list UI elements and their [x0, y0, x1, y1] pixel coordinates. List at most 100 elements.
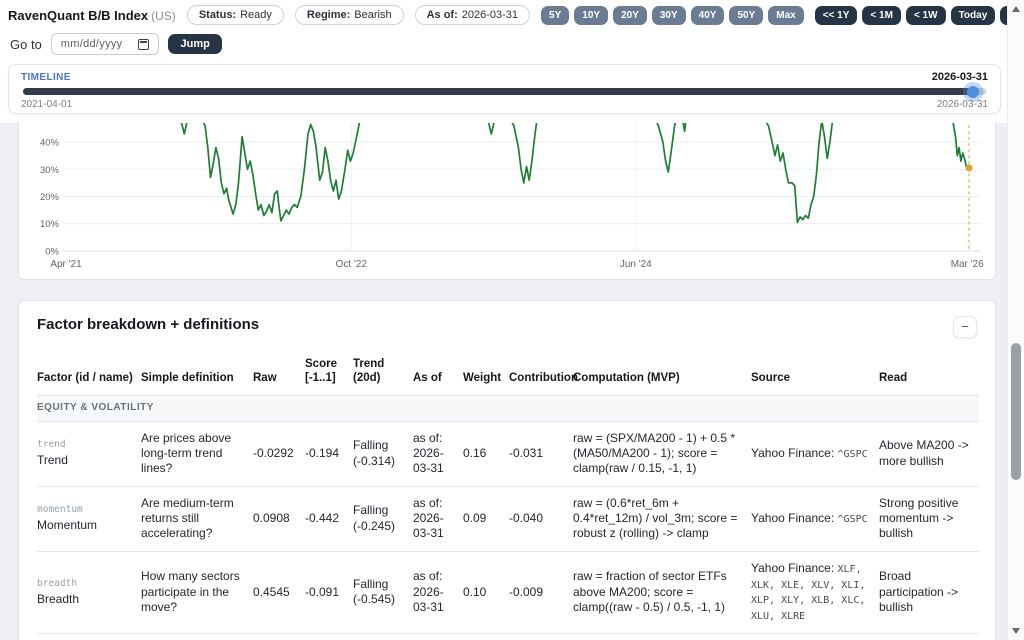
collapse-panel-button[interactable]: − — [953, 316, 977, 338]
badge-regime: Regime: Bearish — [294, 5, 404, 25]
jump-button[interactable]: Jump — [168, 34, 222, 54]
timeline-current-date: 2026-03-31 — [931, 71, 988, 83]
timeline-slider-thumb[interactable] — [966, 85, 979, 98]
factor-cell-idname: breadth Breadth — [37, 550, 141, 634]
status-badges: Status: Ready Regime: Bearish As of: 2026-03-… — [186, 5, 531, 25]
factor-cell-source: Yahoo Finance: XLF, XLK, XLE, XLV, XLI, … — [751, 550, 879, 634]
app-title: RavenQuant B/B Index (US) — [8, 8, 176, 23]
vertical-scrollbar[interactable] — [1007, 0, 1024, 640]
svg-text:20%: 20% — [40, 192, 60, 203]
range-button-20y[interactable]: 20Y — [613, 5, 647, 25]
svg-text:Jun '24: Jun '24 — [620, 259, 652, 270]
factor-cell-idname: vix_stressVIX stress — [37, 632, 141, 640]
timeline-label: TIMELINE — [21, 71, 71, 83]
factor-id: trend — [37, 438, 66, 450]
nav-button-1m[interactable]: < 1M — [862, 5, 901, 25]
factor-cell-weight: 0.10 — [463, 550, 509, 634]
factor-name: Trend — [37, 452, 68, 467]
goto-date-input[interactable]: mm/dd/yyyy — [50, 33, 160, 55]
factor-cell-definition: Are medium-term returns still accelerati… — [141, 485, 253, 552]
badge-label: Regime: — [306, 9, 351, 21]
factor-cell-computation: raw = (0.6*ret_6m + 0.4*ret_12m) / vol_3… — [573, 485, 751, 552]
range-button-5y[interactable]: 5Y — [541, 5, 570, 25]
nav-button-today[interactable]: Today — [950, 5, 996, 25]
factor-name: Momentum — [37, 518, 98, 533]
factor-cell-read: High fear -> bearish — [879, 632, 979, 640]
section-label: EQUITY & VOLATILITY — [37, 394, 979, 422]
factor-row-trend: trend Trend Are prices above long-term tre… — [37, 420, 979, 487]
page-content: Apr '21 Oct '22 Jun '24 Mar '26 0% 10% 20% 30% 4… — [0, 123, 1007, 640]
range-button-30y[interactable]: 30Y — [651, 5, 686, 25]
factor-cell-idname: momentum Momentum — [37, 485, 141, 552]
range-button-10y[interactable]: 10Y — [574, 5, 609, 25]
svg-text:10%: 10% — [40, 219, 60, 230]
range-button-max[interactable]: Max — [768, 5, 804, 25]
factor-name: Breadth — [37, 591, 80, 606]
factor-cell-trend: Falling (-0.545) — [353, 550, 413, 634]
source-tickers: ^GSPC — [837, 448, 868, 460]
factor-cell-computation: raw = VIX; score = -robust z(VIX) — [573, 632, 751, 640]
column-header-simple: Simple definition — [141, 372, 234, 385]
svg-text:Mar '26: Mar '26 — [951, 259, 984, 270]
factor-cell-definition: How many sectors participate in the move… — [141, 550, 253, 634]
column-header-factor: Factor (id / name) — [37, 372, 133, 385]
nav-button-1w[interactable]: < 1W — [905, 5, 946, 25]
source-tickers: XLF, XLK, XLE, XLV, XLI, XLP, XLY, XLB, … — [751, 563, 866, 623]
column-header-raw: Raw — [253, 372, 277, 385]
nav-button-1y[interactable]: << 1Y — [814, 5, 858, 25]
factor-cell-source: Yahoo Finance: ^GSPC — [751, 420, 879, 487]
scrollbar-thumb[interactable] — [1011, 343, 1021, 480]
factor-cell-computation: raw = (SPX/MA200 - 1) + 0.5 * (MA50/MA20… — [573, 420, 751, 487]
svg-text:Apr '21: Apr '21 — [50, 259, 82, 270]
factor-id: breadth — [37, 577, 78, 589]
column-header-read: Read — [879, 372, 908, 385]
badge-asof: As of: 2026-03-31 — [414, 5, 531, 25]
svg-text:Oct '22: Oct '22 — [336, 259, 368, 270]
column-header-as: As of — [413, 372, 442, 385]
range-button-50y[interactable]: 50Y — [729, 5, 764, 25]
range-button-group: 5Y 10Y 20Y 30Y 40Y 50Y Max — [541, 5, 804, 25]
factor-row-vix_stress: vix_stressVIX stressIs options-implied f… — [37, 632, 979, 640]
factor-cell-idname: trend Trend — [37, 420, 141, 487]
column-header-computation: Computation (MVP) — [573, 372, 680, 385]
calendar-icon[interactable] — [138, 38, 150, 50]
badge-value: 2026-03-31 — [461, 9, 519, 21]
factor-cell-read: Broad participation -> bullish — [879, 550, 979, 634]
factor-cell-weight: 0.09 — [463, 485, 509, 552]
factor-cell-raw: 0.0908 — [253, 485, 305, 552]
timeline-start-date: 2021-04-01 — [21, 99, 73, 110]
scrollbar-up-icon[interactable] — [1012, 6, 1020, 12]
index-line-chart[interactable]: Apr '21 Oct '22 Jun '24 Mar '26 0% 10% 20% 30% 4… — [19, 123, 995, 279]
factor-cell-weight: 0.16 — [463, 420, 509, 487]
badge-value: Ready — [240, 9, 272, 21]
factor-cell-asof: as of: 2026-03-31 — [413, 485, 463, 552]
index-chart-card: Apr '21 Oct '22 Jun '24 Mar '26 0% 10% 20% 30% 4… — [18, 123, 996, 280]
factor-cell-definition: Is options-implied fear elevated? — [141, 632, 253, 640]
factor-cell-score: -1.000 — [305, 632, 353, 640]
nav-button-1w[interactable]: 1W > — [1000, 5, 1007, 25]
range-button-40y[interactable]: 40Y — [690, 5, 725, 25]
factor-cell-source: Yahoo Finance: ^VIX — [751, 632, 879, 640]
timeline-panel: TIMELINE 2026-03-31 2021-04-01 2026-03-3… — [8, 64, 1001, 114]
index-series-line — [180, 123, 970, 224]
factor-cell-contribution: -0.009 — [509, 550, 573, 634]
source-tickers: ^GSPC — [837, 513, 868, 525]
badge-value: Bearish — [354, 9, 392, 21]
factor-table-header: Factor (id / name) Simple definition Raw Sc… — [37, 353, 979, 395]
svg-text:40%: 40% — [40, 138, 60, 149]
timeline-slider[interactable] — [23, 85, 986, 98]
app-title-text: RavenQuant B/B Index — [8, 7, 149, 23]
scrollbar-down-icon[interactable] — [1012, 628, 1020, 634]
svg-text:0%: 0% — [45, 246, 59, 257]
factor-cell-score: -0.442 — [305, 485, 353, 552]
factor-cell-asof: as of: 2026-03-31 — [413, 632, 463, 640]
factor-cell-trend: Flat (+0.000) — [353, 632, 413, 640]
badge-label: Status: — [198, 9, 237, 21]
factor-cell-trend: Falling (-0.245) — [353, 485, 413, 552]
factor-id: momentum — [37, 503, 83, 515]
factor-cell-trend: Falling (-0.314) — [353, 420, 413, 487]
app-title-suffix: (US) — [151, 8, 176, 23]
factor-cell-raw: 25.2500 — [253, 632, 305, 640]
header-row: RavenQuant B/B Index (US) Status: Ready Reg… — [8, 5, 1007, 25]
column-header-contribution: Contribution — [509, 372, 578, 385]
